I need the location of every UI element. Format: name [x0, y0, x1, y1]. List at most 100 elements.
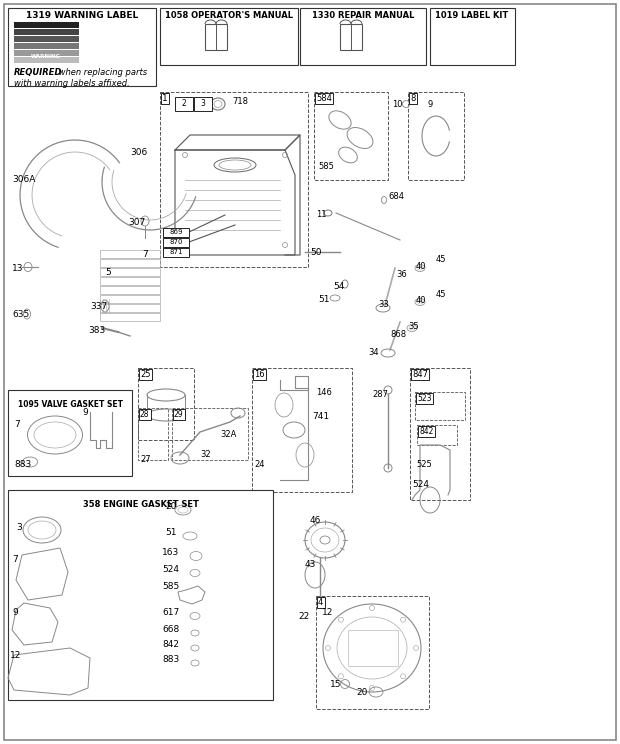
Text: 1019 LABEL KIT: 1019 LABEL KIT: [435, 11, 508, 20]
Text: 163: 163: [162, 548, 179, 557]
Text: 28: 28: [140, 410, 149, 419]
Bar: [205, 24, 227, 50]
Text: 718: 718: [232, 97, 248, 106]
Text: 847: 847: [412, 370, 428, 379]
Text: 287: 287: [372, 390, 388, 399]
Text: 2: 2: [182, 99, 187, 108]
Text: 12: 12: [10, 651, 21, 660]
Text: 13: 13: [12, 264, 24, 273]
Bar: [410, 368, 470, 500]
Bar: [175, 97, 193, 111]
Text: 1058 OPERATOR'S MANUAL: 1058 OPERATOR'S MANUAL: [165, 11, 293, 20]
Bar: [417, 425, 457, 445]
Text: 46: 46: [310, 516, 321, 525]
Bar: [160, 92, 308, 267]
Text: 9: 9: [428, 100, 433, 109]
Text: 585: 585: [318, 162, 334, 171]
Text: 584: 584: [316, 94, 332, 103]
Text: 50: 50: [310, 248, 322, 257]
Text: 358 ENGINE GASKET SET: 358 ENGINE GASKET SET: [82, 500, 198, 509]
Text: 7: 7: [142, 250, 148, 259]
Text: 45: 45: [436, 255, 446, 264]
Bar: [100, 259, 160, 267]
Text: 40: 40: [416, 262, 427, 271]
Text: 35: 35: [408, 322, 419, 331]
Text: 34: 34: [368, 348, 379, 357]
Text: 883: 883: [162, 655, 179, 664]
Bar: [14, 29, 79, 35]
Text: 842: 842: [162, 640, 179, 649]
Bar: [100, 286, 160, 294]
Text: 337: 337: [90, 302, 107, 311]
Text: 22: 22: [298, 612, 309, 621]
Text: with warning labels affixed.: with warning labels affixed.: [14, 79, 130, 88]
Text: 40: 40: [416, 296, 427, 305]
Bar: [163, 248, 189, 257]
Text: 32: 32: [200, 450, 211, 459]
Text: 3: 3: [200, 99, 205, 108]
Text: 29: 29: [174, 410, 184, 419]
Text: 26: 26: [140, 410, 151, 419]
Bar: [160, 8, 298, 65]
Bar: [252, 368, 352, 492]
Text: 869: 869: [169, 229, 183, 235]
Text: 9: 9: [82, 408, 88, 417]
Bar: [14, 50, 79, 56]
Bar: [138, 408, 168, 460]
Bar: [14, 57, 79, 63]
Text: 16: 16: [254, 370, 265, 379]
Text: WARNING: WARNING: [31, 54, 61, 60]
Text: 36: 36: [396, 270, 407, 279]
Bar: [163, 228, 189, 237]
Text: 43: 43: [305, 560, 316, 569]
Text: 12: 12: [322, 608, 334, 617]
Text: 3: 3: [16, 523, 22, 532]
Text: REQUIRED: REQUIRED: [14, 68, 63, 77]
Text: 33: 33: [378, 300, 389, 309]
Text: 524: 524: [162, 565, 179, 574]
Text: 1319 WARNING LABEL: 1319 WARNING LABEL: [26, 11, 138, 20]
Text: 45: 45: [436, 290, 446, 299]
Text: 25: 25: [140, 370, 151, 379]
Text: 9: 9: [12, 608, 18, 617]
Bar: [14, 43, 79, 49]
Text: 1: 1: [162, 94, 168, 103]
Text: 10: 10: [392, 100, 402, 109]
Bar: [348, 630, 398, 666]
Text: 15: 15: [330, 680, 342, 689]
Text: 525: 525: [416, 460, 432, 469]
Bar: [194, 97, 212, 111]
Bar: [163, 238, 189, 247]
Text: 5: 5: [105, 268, 111, 277]
Bar: [300, 8, 426, 65]
Text: 523: 523: [417, 394, 432, 403]
Bar: [8, 490, 273, 700]
Text: 32A: 32A: [220, 430, 236, 439]
Bar: [8, 390, 132, 476]
Bar: [100, 268, 160, 276]
Bar: [14, 22, 79, 28]
Bar: [8, 8, 156, 86]
Text: 27: 27: [140, 455, 151, 464]
Text: 24: 24: [254, 460, 265, 469]
Text: 842: 842: [419, 427, 433, 436]
Text: 51: 51: [165, 528, 177, 537]
Text: 868: 868: [390, 330, 406, 339]
Text: 8: 8: [410, 94, 415, 103]
Text: when replacing parts: when replacing parts: [56, 68, 147, 77]
Text: 307: 307: [128, 218, 145, 227]
Text: 20: 20: [356, 688, 368, 697]
Bar: [415, 392, 465, 420]
Text: 7: 7: [14, 420, 20, 429]
Text: 4: 4: [318, 598, 323, 607]
Text: 146: 146: [316, 388, 332, 397]
Text: 883: 883: [14, 460, 31, 469]
Text: 11: 11: [316, 210, 327, 219]
Bar: [100, 295, 160, 303]
Text: 617: 617: [162, 608, 179, 617]
Text: 20: 20: [165, 502, 176, 511]
Bar: [14, 36, 79, 42]
Text: 306: 306: [130, 148, 148, 157]
Bar: [100, 277, 160, 285]
Text: 870: 870: [169, 239, 183, 245]
